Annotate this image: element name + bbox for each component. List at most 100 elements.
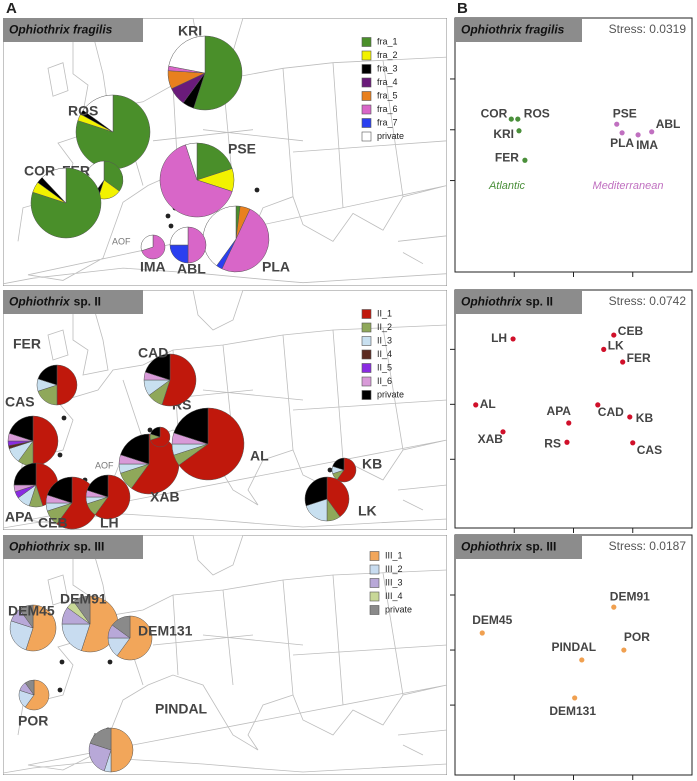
header-box [455,290,582,314]
point-label: FER [495,150,519,164]
pie [304,476,350,522]
pie-slice [178,407,245,481]
panel-header: Ophiothrix fragilis [455,18,582,42]
legend-label: II_4 [377,349,392,359]
title-italic: Ophiothrix fragilis [9,23,113,37]
mds-point [579,657,585,663]
point-label: DEM91 [610,589,650,603]
pie-slice [24,679,50,711]
point-label: APA [547,404,572,418]
legend-label: fra_1 [377,36,398,46]
pie-slice [193,35,243,111]
pie-label: FER [13,336,41,352]
pie-slice [82,94,114,133]
pie [75,94,151,170]
pie-slice [185,142,198,181]
pie-slice [94,474,131,520]
pie-slice [41,167,67,204]
point-label: LH [491,331,507,345]
plot-frame [454,289,693,529]
pie-label: IMA [140,259,166,275]
pie-label: LK [358,503,377,519]
site-dot [107,659,113,665]
pie [36,364,78,406]
pie-slice [103,160,124,192]
point-label: POR [624,630,650,644]
map-panel: AOFKRIROSFERCORPSEPLAIMAABLfra_1fra_2fra… [3,18,447,286]
mds-point [510,336,516,342]
panel-header: Ophiothrix sp. II [3,290,143,314]
title-roman: sp. III [526,540,557,554]
point-label: ABL [656,117,681,131]
site-dot [59,659,65,665]
panel-label: A [6,0,17,17]
title-roman: sp. II [74,295,101,309]
stress-label: Stress: 0.0742 [609,294,687,308]
pie-slice [159,144,233,218]
pie-label: KB [362,456,382,472]
pie-slice [13,462,37,486]
point-label: PSE [613,106,637,120]
pie-slice [111,615,131,639]
mds-point [649,129,655,135]
mds-point [500,429,506,435]
site-dot [57,452,63,458]
pie-slice [116,615,153,661]
mds-point [621,647,627,653]
pie-slice [19,604,34,629]
pie [118,433,180,495]
pie-slice [25,604,57,652]
pie-slice [169,226,189,246]
pie [171,407,245,481]
header-box [3,290,143,314]
pie-slice [9,620,34,651]
pie-label: LH [100,515,119,531]
pie-slice [30,167,102,239]
pie-slice [86,474,109,498]
pie-label: POR [18,713,48,729]
point-label: CEB [618,324,644,338]
mds-point [620,359,626,365]
pie-slice [37,364,58,386]
site-dot [327,467,333,473]
pie-label: DEM45 [8,603,55,619]
legend-swatch [361,363,372,373]
pie-slice [56,364,78,406]
legend-swatch [361,104,372,115]
site-dot [147,427,153,433]
mds-point [479,630,485,636]
panel-title: Ophiothrix sp. III [461,540,556,554]
header-box [3,535,143,559]
legend-swatch [369,591,380,602]
point-label: LK [608,339,624,353]
point-label: CAD [598,405,624,419]
pie [159,142,235,218]
group-label: Mediterranean [593,180,664,192]
mds-point [595,402,601,408]
legend: fra_1 fra_2 fra_3 fra_4 fra_5 fra_6 fra_7priva… [361,36,404,142]
mds-point [611,332,617,338]
mds-point [627,414,633,420]
pie-slice [110,727,134,773]
legend-label: II_1 [377,308,392,318]
mds-point [516,128,522,134]
panel-header: Ophiothrix sp. III [455,535,582,559]
mds-point [614,121,620,127]
point-label: AL [480,397,496,411]
site-dot [57,687,63,693]
legend-label: private [377,389,404,399]
panel-title: Ophiothrix sp. II [9,295,101,309]
panel-title: Ophiothrix sp. II [461,295,553,309]
legend-swatch [361,64,372,74]
legend-label: fra_7 [377,117,398,127]
legend-swatch [361,131,372,142]
pie-slice [326,476,350,518]
pie-slice [202,205,237,267]
pie-slice [150,426,161,438]
pie [140,234,166,260]
point-label: KRI [493,127,514,141]
legend-swatch [361,336,372,346]
pie-slice [73,595,91,625]
